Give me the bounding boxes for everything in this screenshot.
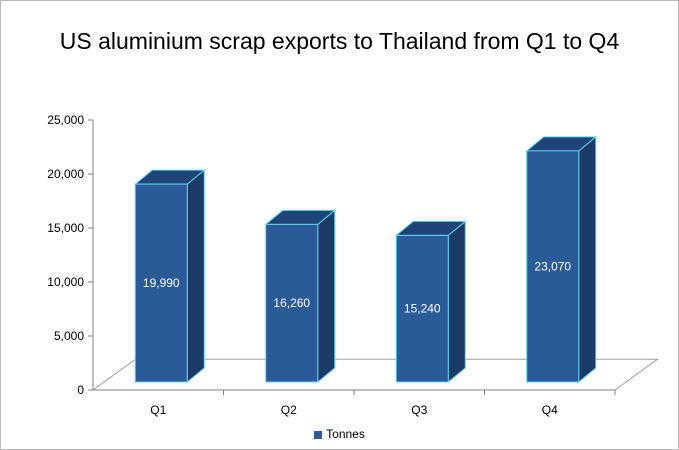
data-label: 16,260 xyxy=(273,296,310,310)
x-tick-label: Q4 xyxy=(542,403,558,417)
y-tick-label: 10,000 xyxy=(47,275,84,289)
bar-side xyxy=(186,169,205,384)
bar-side xyxy=(578,135,597,384)
chart-title: US aluminium scrap exports to Thailand f… xyxy=(59,28,620,54)
x-tick-label: Q1 xyxy=(150,403,166,417)
bar-q1 xyxy=(134,183,188,383)
data-label: 23,070 xyxy=(534,259,571,273)
y-tick-label: 15,000 xyxy=(47,221,84,235)
bar-q2 xyxy=(265,223,319,383)
data-label: 19,990 xyxy=(143,276,180,290)
bar-q3 xyxy=(395,234,449,383)
y-tick-label: 20,000 xyxy=(47,167,84,181)
y-tick-label: 25,000 xyxy=(47,113,84,127)
x-tick-label: Q2 xyxy=(281,403,297,417)
y-tick-label: 5,000 xyxy=(54,329,84,343)
bar-side xyxy=(447,220,466,384)
legend-swatch xyxy=(314,430,323,439)
y-tick-label: 0 xyxy=(77,383,84,397)
bar-side xyxy=(317,209,336,384)
legend-label: Tonnes xyxy=(326,427,365,441)
bar-q4 xyxy=(526,150,580,383)
data-label: 15,240 xyxy=(404,302,441,316)
x-tick-label: Q3 xyxy=(411,403,427,417)
legend: Tonnes xyxy=(0,427,679,441)
